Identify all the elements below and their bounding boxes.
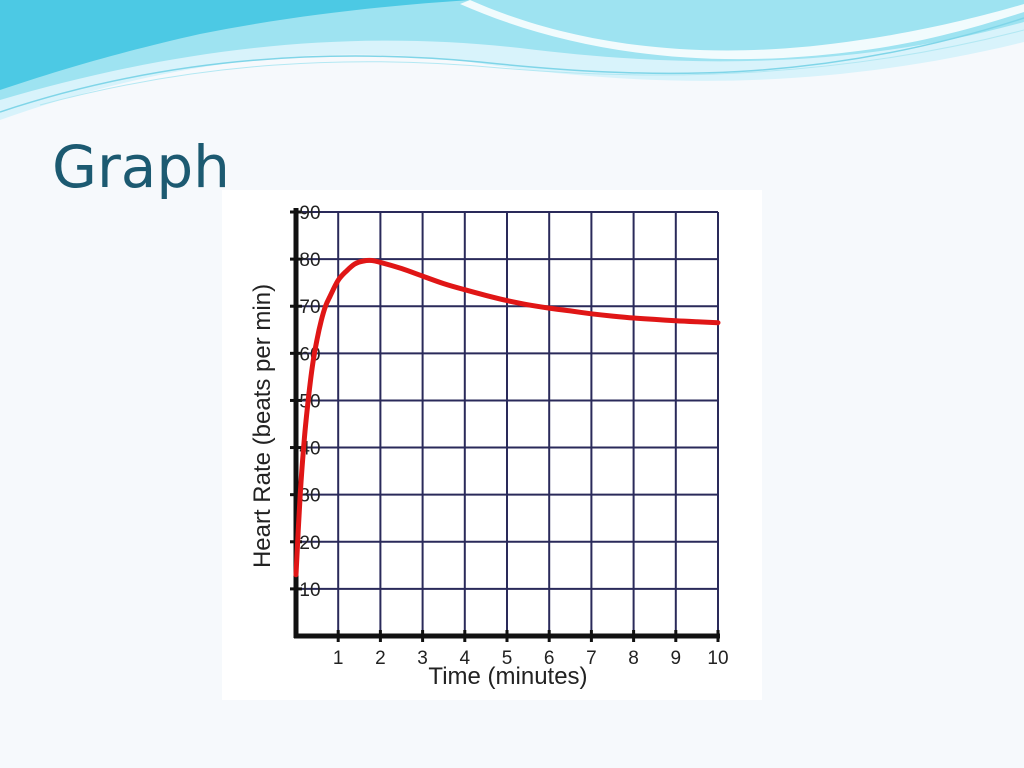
x-tick-label-3: 3 <box>417 648 428 669</box>
x-tick-label-2: 2 <box>375 648 386 669</box>
data-series <box>293 257 721 578</box>
y-tick-label-80: 80 <box>299 250 320 271</box>
series-line-0 <box>293 257 721 578</box>
wave-thin-line-2 <box>39 29 1024 106</box>
wave-mid <box>0 0 1024 100</box>
y-tick-label-30: 30 <box>299 486 320 507</box>
x-tick-label-7: 7 <box>586 648 597 669</box>
wave-white-streak <box>460 0 1024 60</box>
x-tick-label-10: 10 <box>707 648 728 669</box>
y-tick-label-90: 90 <box>299 203 320 224</box>
slide-title: Graph <box>52 133 230 201</box>
x-tick-label-5: 5 <box>502 648 513 669</box>
grid-lines <box>296 211 719 636</box>
y-tick-label-70: 70 <box>299 297 320 318</box>
y-tick-label-20: 20 <box>299 533 320 554</box>
wave-thin-line-1 <box>0 17 1024 113</box>
x-tick-label-8: 8 <box>628 648 639 669</box>
x-axis-label: Time (minutes) <box>428 663 587 690</box>
x-tick-label-6: 6 <box>544 648 555 669</box>
x-tick-label-9: 9 <box>671 648 682 669</box>
x-tick-label-4: 4 <box>460 648 471 669</box>
chart-panel: 1 2 3 4 5 6 7 8 9 10 10 20 30 40 50 60 70 80 90 Time (minu… <box>222 190 762 700</box>
wave-dark <box>0 0 470 90</box>
y-tick-label-10: 10 <box>299 580 320 601</box>
axes <box>290 208 720 642</box>
y-axis-label: Heart Rate (beats per min) <box>249 284 276 568</box>
x-tick-label-1: 1 <box>333 648 344 669</box>
